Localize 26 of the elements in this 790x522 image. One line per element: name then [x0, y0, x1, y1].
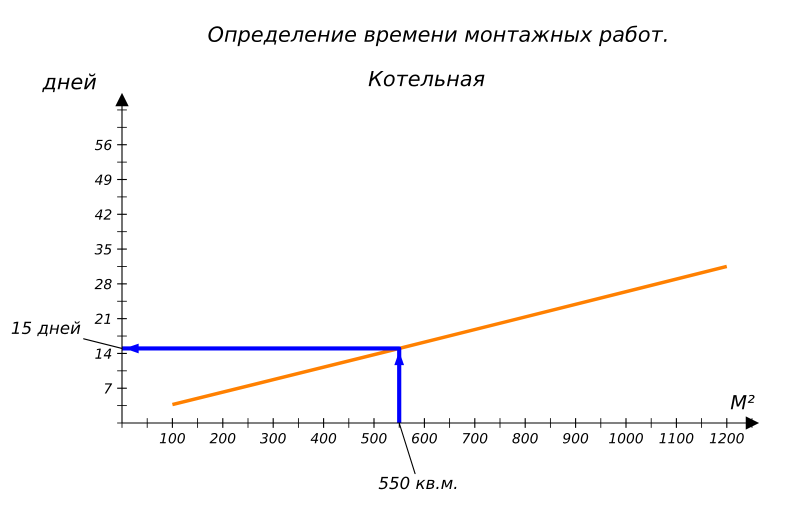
x-tick-label: 200 — [210, 432, 236, 444]
annotation: 550 кв.м. — [378, 476, 456, 490]
x-tick-label: 400 — [310, 432, 336, 444]
chart-subtitle: Котельная — [368, 70, 484, 86]
x-tick-label: 700 — [462, 432, 488, 444]
x-tick-label: 600 — [412, 432, 437, 444]
chart-title: Определение времени монтажных работ. — [208, 26, 667, 46]
y-tick-label: 7 — [104, 383, 112, 394]
y-tick-label: 21 — [94, 314, 110, 324]
annotation: 15 дней — [12, 321, 80, 336]
x-tick-label: 1200 — [710, 432, 744, 444]
x-tick-label: 500 — [361, 432, 387, 444]
y-tick-label: 28 — [94, 278, 112, 290]
x-tick-label: 1100 — [659, 432, 694, 444]
y-tick-label: 56 — [94, 140, 112, 150]
y-tick-label: 35 — [94, 244, 112, 255]
y-tick-label: 14 — [95, 348, 112, 359]
x-tick-label: 300 — [260, 432, 286, 444]
y-axis-title: дней — [42, 73, 96, 92]
x-tick-label: 900 — [562, 432, 588, 444]
y-tick-label: 49 — [94, 174, 112, 185]
x-tick-label: 1000 — [609, 432, 643, 444]
x-tick-label: 800 — [512, 432, 538, 444]
x-tick-label: 100 — [160, 432, 185, 444]
y-tick-label: 42 — [94, 209, 112, 220]
x-axis-title: М² — [730, 394, 755, 410]
